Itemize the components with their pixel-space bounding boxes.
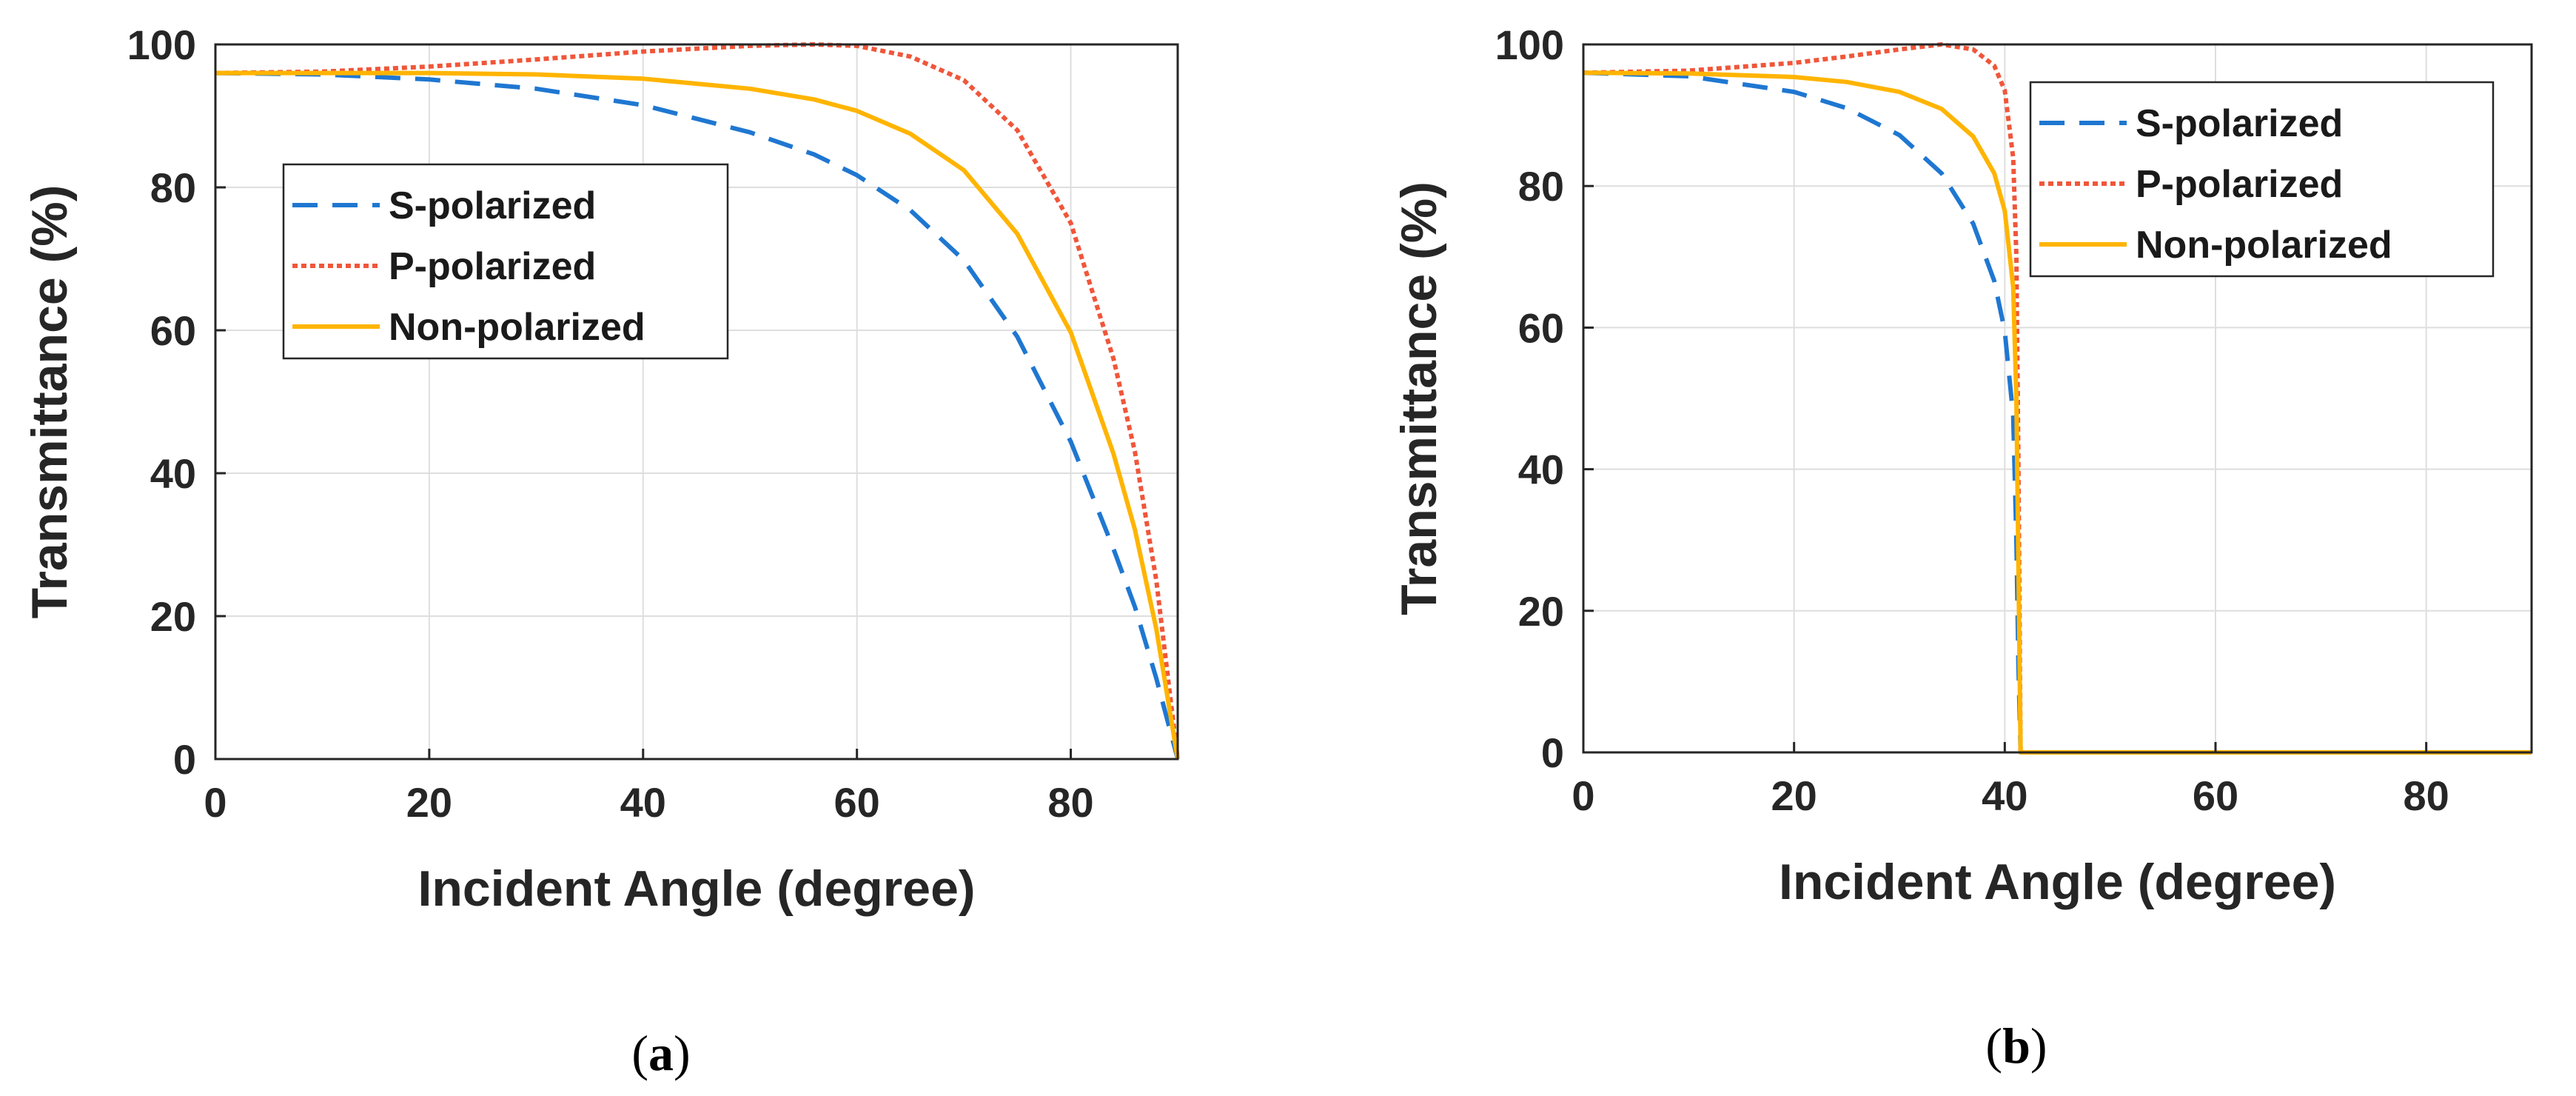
axes-frame xyxy=(214,43,1179,761)
panel-label: (b) xyxy=(1985,1018,2047,1074)
x-tick-label: 60 xyxy=(2193,772,2238,819)
y-axis-label: Transmittance (%) xyxy=(1391,181,1447,615)
y-tick-label: 40 xyxy=(1518,447,1564,493)
legend: S-polarized P-polarized Non-polarized xyxy=(2029,81,2495,278)
plot-area xyxy=(215,44,1178,759)
x-tick-label: 0 xyxy=(1572,772,1594,819)
series-line-p-polarized xyxy=(215,42,1180,760)
panel-label-open: ( xyxy=(631,1025,648,1081)
y-tick-label: 80 xyxy=(1518,163,1564,210)
legend-label: Non-polarized xyxy=(2136,224,2392,267)
x-tick-label: 80 xyxy=(2404,772,2449,819)
y-tick-label: 0 xyxy=(1541,729,1564,776)
panel-label-letter: b xyxy=(2002,1018,2030,1074)
panel-label: (a) xyxy=(631,1025,690,1081)
panel-label-open: ( xyxy=(1985,1018,2002,1074)
x-tick-label: 80 xyxy=(1047,779,1093,826)
panel-label-close: ) xyxy=(2030,1018,2047,1074)
chart-panel-b: 0 20 40 60 80 0 20 40 60 80 100 Incident Angle (deg… xyxy=(1391,21,2533,1074)
x-tick-label: 20 xyxy=(406,779,452,826)
x-tick-label: 20 xyxy=(1771,772,1817,819)
y-tick-label: 20 xyxy=(1518,588,1564,635)
y-tick-label: 80 xyxy=(150,164,196,211)
x-tick-label: 0 xyxy=(204,779,227,826)
x-axis-label: Incident Angle (degree) xyxy=(417,861,975,917)
y-tick-label: 60 xyxy=(1518,304,1564,351)
series-line-s-polarized xyxy=(215,70,1180,760)
chart-panel-a: 0 20 40 60 80 0 20 40 60 80 100 Incident Angle (deg… xyxy=(21,21,1180,1081)
legend-label: S-polarized xyxy=(389,184,596,227)
axes-frame xyxy=(1582,43,2533,754)
x-tick-label: 60 xyxy=(834,779,880,826)
x-axis-label: Incident Angle (degree) xyxy=(1779,854,2336,910)
legend: S-polarized P-polarized Non-polarized xyxy=(282,163,729,360)
y-tick-label: 40 xyxy=(150,450,196,497)
y-tick-label: 0 xyxy=(173,736,196,783)
series-line-s-polarized xyxy=(1583,70,2532,755)
x-tick-label: 40 xyxy=(1982,772,2027,819)
panel-label-close: ) xyxy=(674,1025,691,1081)
series-line-non-polarized xyxy=(215,70,1180,760)
legend-label: Non-polarized xyxy=(389,306,645,349)
y-tick-label: 100 xyxy=(1495,21,1564,68)
y-tick-label: 100 xyxy=(127,21,196,68)
y-tick-label: 60 xyxy=(150,307,196,354)
y-tick-label: 20 xyxy=(150,593,196,640)
legend-label: P-polarized xyxy=(2136,163,2343,206)
panel-label-letter: a xyxy=(648,1025,674,1081)
y-axis-label: Transmittance (%) xyxy=(21,185,78,619)
legend-label: P-polarized xyxy=(389,245,596,288)
legend-label: S-polarized xyxy=(2136,102,2343,145)
x-tick-label: 40 xyxy=(620,779,666,826)
